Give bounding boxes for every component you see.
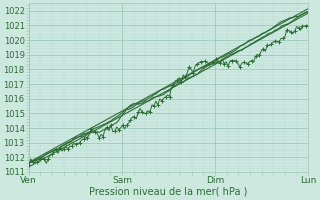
X-axis label: Pression niveau de la mer( hPa ): Pression niveau de la mer( hPa ) xyxy=(89,187,248,197)
